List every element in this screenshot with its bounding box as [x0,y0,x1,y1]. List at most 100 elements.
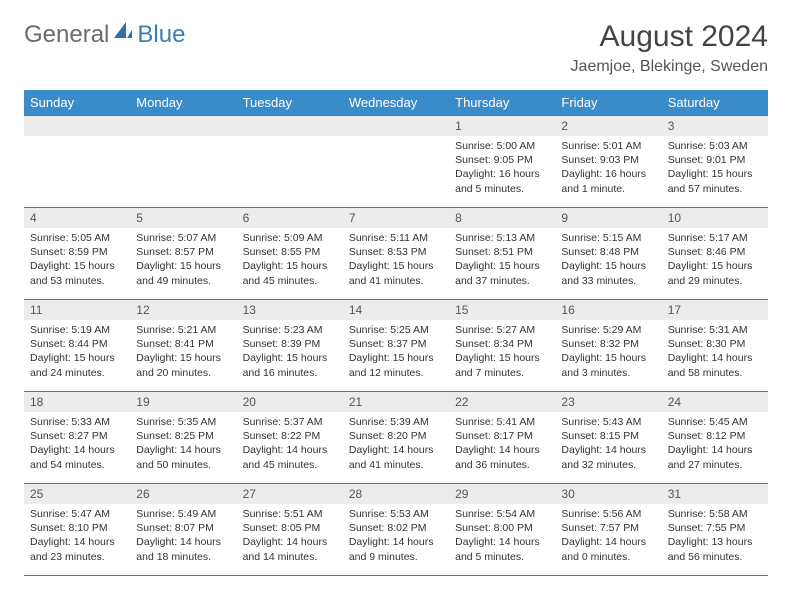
day-body: Sunrise: 5:19 AMSunset: 8:44 PMDaylight:… [24,320,130,386]
calendar-cell: 4Sunrise: 5:05 AMSunset: 8:59 PMDaylight… [24,208,130,300]
day-body: Sunrise: 5:11 AMSunset: 8:53 PMDaylight:… [343,228,449,294]
empty-daynum [237,116,343,136]
calendar-cell: 12Sunrise: 5:21 AMSunset: 8:41 PMDayligh… [130,300,236,392]
day-body: Sunrise: 5:13 AMSunset: 8:51 PMDaylight:… [449,228,555,294]
day-body: Sunrise: 5:35 AMSunset: 8:25 PMDaylight:… [130,412,236,478]
col-header: Tuesday [237,90,343,116]
day-body: Sunrise: 5:54 AMSunset: 8:00 PMDaylight:… [449,504,555,570]
calendar-cell: 13Sunrise: 5:23 AMSunset: 8:39 PMDayligh… [237,300,343,392]
day-body: Sunrise: 5:41 AMSunset: 8:17 PMDaylight:… [449,412,555,478]
day-number: 3 [662,116,768,136]
logo-word-2: Blue [137,21,185,49]
day-number: 11 [24,300,130,320]
month-title: August 2024 [571,20,768,54]
day-body: Sunrise: 5:15 AMSunset: 8:48 PMDaylight:… [555,228,661,294]
day-number: 21 [343,392,449,412]
day-body: Sunrise: 5:00 AMSunset: 9:05 PMDaylight:… [449,136,555,202]
calendar-cell: 14Sunrise: 5:25 AMSunset: 8:37 PMDayligh… [343,300,449,392]
logo-word-1: General [24,21,109,49]
calendar-cell: 24Sunrise: 5:45 AMSunset: 8:12 PMDayligh… [662,392,768,484]
day-body: Sunrise: 5:31 AMSunset: 8:30 PMDaylight:… [662,320,768,386]
col-header: Friday [555,90,661,116]
calendar-cell: 25Sunrise: 5:47 AMSunset: 8:10 PMDayligh… [24,484,130,576]
calendar-cell: 15Sunrise: 5:27 AMSunset: 8:34 PMDayligh… [449,300,555,392]
day-body: Sunrise: 5:37 AMSunset: 8:22 PMDaylight:… [237,412,343,478]
day-number: 15 [449,300,555,320]
day-body: Sunrise: 5:58 AMSunset: 7:55 PMDaylight:… [662,504,768,570]
calendar-cell: 17Sunrise: 5:31 AMSunset: 8:30 PMDayligh… [662,300,768,392]
empty-daynum [24,116,130,136]
day-number: 24 [662,392,768,412]
calendar-cell: 9Sunrise: 5:15 AMSunset: 8:48 PMDaylight… [555,208,661,300]
logo: General Blue [24,20,185,49]
calendar-cell [237,116,343,208]
day-body: Sunrise: 5:05 AMSunset: 8:59 PMDaylight:… [24,228,130,294]
day-number: 17 [662,300,768,320]
day-number: 14 [343,300,449,320]
calendar-cell: 27Sunrise: 5:51 AMSunset: 8:05 PMDayligh… [237,484,343,576]
day-body: Sunrise: 5:47 AMSunset: 8:10 PMDaylight:… [24,504,130,570]
col-header: Thursday [449,90,555,116]
day-number: 10 [662,208,768,228]
location: Jaemjoe, Blekinge, Sweden [571,58,768,76]
col-header: Sunday [24,90,130,116]
day-body: Sunrise: 5:07 AMSunset: 8:57 PMDaylight:… [130,228,236,294]
day-body: Sunrise: 5:39 AMSunset: 8:20 PMDaylight:… [343,412,449,478]
day-number: 8 [449,208,555,228]
sail-icon [112,20,134,49]
title-block: August 2024 Jaemjoe, Blekinge, Sweden [571,20,768,76]
calendar-cell [343,116,449,208]
day-body: Sunrise: 5:09 AMSunset: 8:55 PMDaylight:… [237,228,343,294]
day-number: 18 [24,392,130,412]
day-number: 2 [555,116,661,136]
calendar-cell: 20Sunrise: 5:37 AMSunset: 8:22 PMDayligh… [237,392,343,484]
calendar-cell: 8Sunrise: 5:13 AMSunset: 8:51 PMDaylight… [449,208,555,300]
day-number: 23 [555,392,661,412]
day-number: 16 [555,300,661,320]
day-body: Sunrise: 5:29 AMSunset: 8:32 PMDaylight:… [555,320,661,386]
day-number: 13 [237,300,343,320]
day-number: 26 [130,484,236,504]
col-header: Monday [130,90,236,116]
day-number: 12 [130,300,236,320]
day-number: 9 [555,208,661,228]
calendar-cell: 11Sunrise: 5:19 AMSunset: 8:44 PMDayligh… [24,300,130,392]
day-number: 1 [449,116,555,136]
day-number: 31 [662,484,768,504]
day-number: 29 [449,484,555,504]
day-body: Sunrise: 5:43 AMSunset: 8:15 PMDaylight:… [555,412,661,478]
calendar-body: 1Sunrise: 5:00 AMSunset: 9:05 PMDaylight… [24,116,768,576]
calendar-cell: 2Sunrise: 5:01 AMSunset: 9:03 PMDaylight… [555,116,661,208]
calendar-cell: 23Sunrise: 5:43 AMSunset: 8:15 PMDayligh… [555,392,661,484]
day-number: 4 [24,208,130,228]
calendar-cell: 21Sunrise: 5:39 AMSunset: 8:20 PMDayligh… [343,392,449,484]
calendar-cell: 26Sunrise: 5:49 AMSunset: 8:07 PMDayligh… [130,484,236,576]
calendar-cell: 1Sunrise: 5:00 AMSunset: 9:05 PMDaylight… [449,116,555,208]
day-body: Sunrise: 5:25 AMSunset: 8:37 PMDaylight:… [343,320,449,386]
day-number: 27 [237,484,343,504]
calendar-cell: 3Sunrise: 5:03 AMSunset: 9:01 PMDaylight… [662,116,768,208]
calendar-cell: 29Sunrise: 5:54 AMSunset: 8:00 PMDayligh… [449,484,555,576]
day-number: 30 [555,484,661,504]
calendar-cell: 5Sunrise: 5:07 AMSunset: 8:57 PMDaylight… [130,208,236,300]
calendar-cell [24,116,130,208]
day-number: 19 [130,392,236,412]
calendar-cell: 31Sunrise: 5:58 AMSunset: 7:55 PMDayligh… [662,484,768,576]
col-header: Wednesday [343,90,449,116]
calendar-head: SundayMondayTuesdayWednesdayThursdayFrid… [24,90,768,116]
calendar-cell: 22Sunrise: 5:41 AMSunset: 8:17 PMDayligh… [449,392,555,484]
day-body: Sunrise: 5:45 AMSunset: 8:12 PMDaylight:… [662,412,768,478]
day-body: Sunrise: 5:17 AMSunset: 8:46 PMDaylight:… [662,228,768,294]
day-body: Sunrise: 5:03 AMSunset: 9:01 PMDaylight:… [662,136,768,202]
col-header: Saturday [662,90,768,116]
day-body: Sunrise: 5:49 AMSunset: 8:07 PMDaylight:… [130,504,236,570]
calendar-table: SundayMondayTuesdayWednesdayThursdayFrid… [24,90,768,576]
day-number: 6 [237,208,343,228]
day-body: Sunrise: 5:01 AMSunset: 9:03 PMDaylight:… [555,136,661,202]
day-body: Sunrise: 5:23 AMSunset: 8:39 PMDaylight:… [237,320,343,386]
calendar-cell: 30Sunrise: 5:56 AMSunset: 7:57 PMDayligh… [555,484,661,576]
calendar-cell: 19Sunrise: 5:35 AMSunset: 8:25 PMDayligh… [130,392,236,484]
day-number: 28 [343,484,449,504]
empty-daynum [343,116,449,136]
calendar-cell [130,116,236,208]
